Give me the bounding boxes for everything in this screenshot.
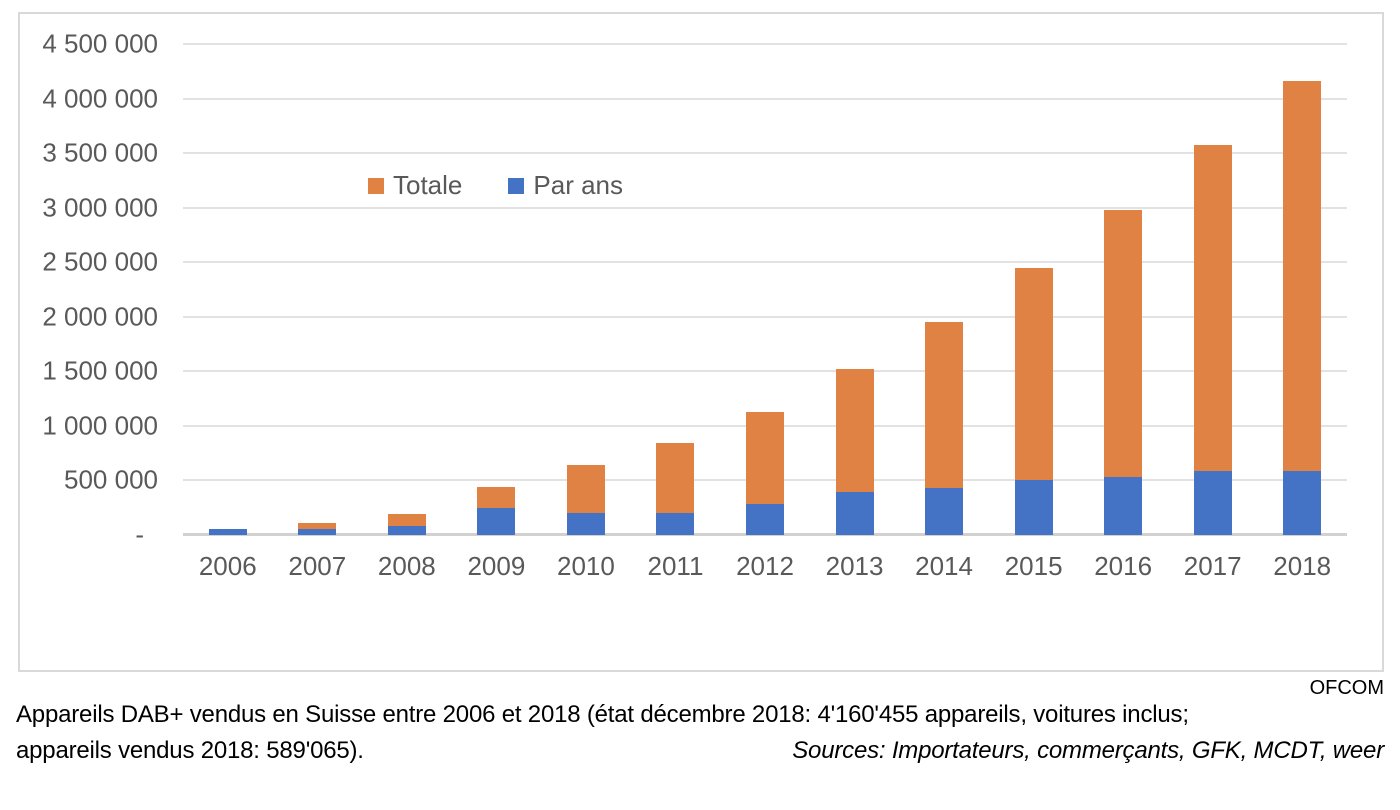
legend-item-par-ans: Par ans bbox=[508, 170, 623, 201]
caption-line-1: Appareils DAB+ vendus en Suisse entre 20… bbox=[16, 701, 1189, 728]
legend-swatch-par-ans bbox=[508, 177, 525, 194]
legend-swatch-totale bbox=[368, 177, 384, 194]
caption-line-2-left: appareils vendus 2018: 589'065). bbox=[16, 737, 364, 764]
figure-caption: Appareils DAB+ vendus en Suisse entre 20… bbox=[16, 697, 1384, 769]
chart-frame bbox=[18, 12, 1384, 672]
chart-legend: Totale Par ans bbox=[368, 170, 623, 201]
legend-label-totale: Totale bbox=[393, 170, 463, 200]
legend-label-par-ans: Par ans bbox=[533, 170, 623, 200]
source-attribution: OFCOM bbox=[1309, 677, 1384, 699]
caption-line-2: appareils vendus 2018: 589'065). Sources… bbox=[16, 733, 1384, 769]
caption-sources: Sources: Importateurs, commerçants, GFK,… bbox=[792, 737, 1384, 764]
legend-item-totale: Totale bbox=[368, 170, 462, 201]
